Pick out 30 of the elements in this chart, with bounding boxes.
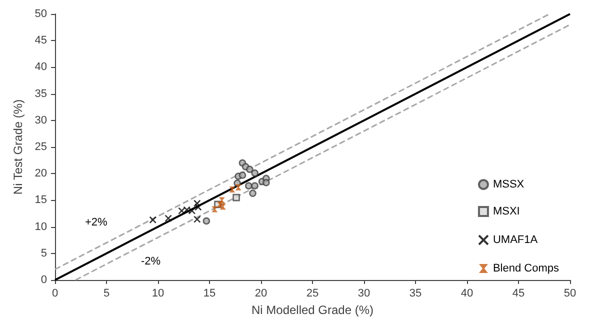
y-tick-label: 25 bbox=[34, 141, 47, 153]
x-tick-label: 15 bbox=[203, 288, 216, 300]
x-tick-label: 50 bbox=[564, 288, 576, 300]
x-tick-label: 25 bbox=[306, 288, 319, 300]
y-tick-label: 45 bbox=[34, 34, 47, 47]
x-tick-label: 20 bbox=[254, 288, 268, 300]
y-tick-label: 20 bbox=[34, 168, 47, 180]
x-tick-label: 5 bbox=[103, 288, 110, 300]
x-tick-label: 35 bbox=[409, 288, 422, 300]
legend-label: Blend Comps bbox=[492, 262, 560, 274]
y-tick-label: 0 bbox=[40, 274, 47, 286]
x-tick-label: 40 bbox=[460, 288, 474, 300]
x-tick-label: 45 bbox=[512, 288, 525, 300]
y-tick-label: 35 bbox=[34, 88, 47, 100]
x-tick-label: 30 bbox=[358, 288, 370, 300]
annotation: -2% bbox=[141, 256, 161, 268]
legend-label: MSSX bbox=[492, 178, 525, 190]
x-axis-title: Ni Modelled Grade (%) bbox=[251, 303, 374, 317]
y-tick-label: 50 bbox=[34, 8, 47, 20]
y-tick-label: 10 bbox=[34, 220, 47, 233]
legend-label: UMAF1A bbox=[492, 234, 538, 246]
y-tick-label: 5 bbox=[40, 247, 47, 260]
x-tick-label: 0 bbox=[52, 288, 58, 300]
y-axis-title: Ni Test Grade (%) bbox=[10, 99, 25, 195]
x-tick-label: 10 bbox=[152, 288, 164, 300]
y-tick-label: 15 bbox=[34, 194, 47, 206]
legend-label: MSXI bbox=[492, 206, 520, 218]
y-tick-label: 40 bbox=[34, 61, 47, 74]
annotation: +2% bbox=[85, 216, 108, 228]
y-tick-label: 30 bbox=[34, 114, 47, 126]
